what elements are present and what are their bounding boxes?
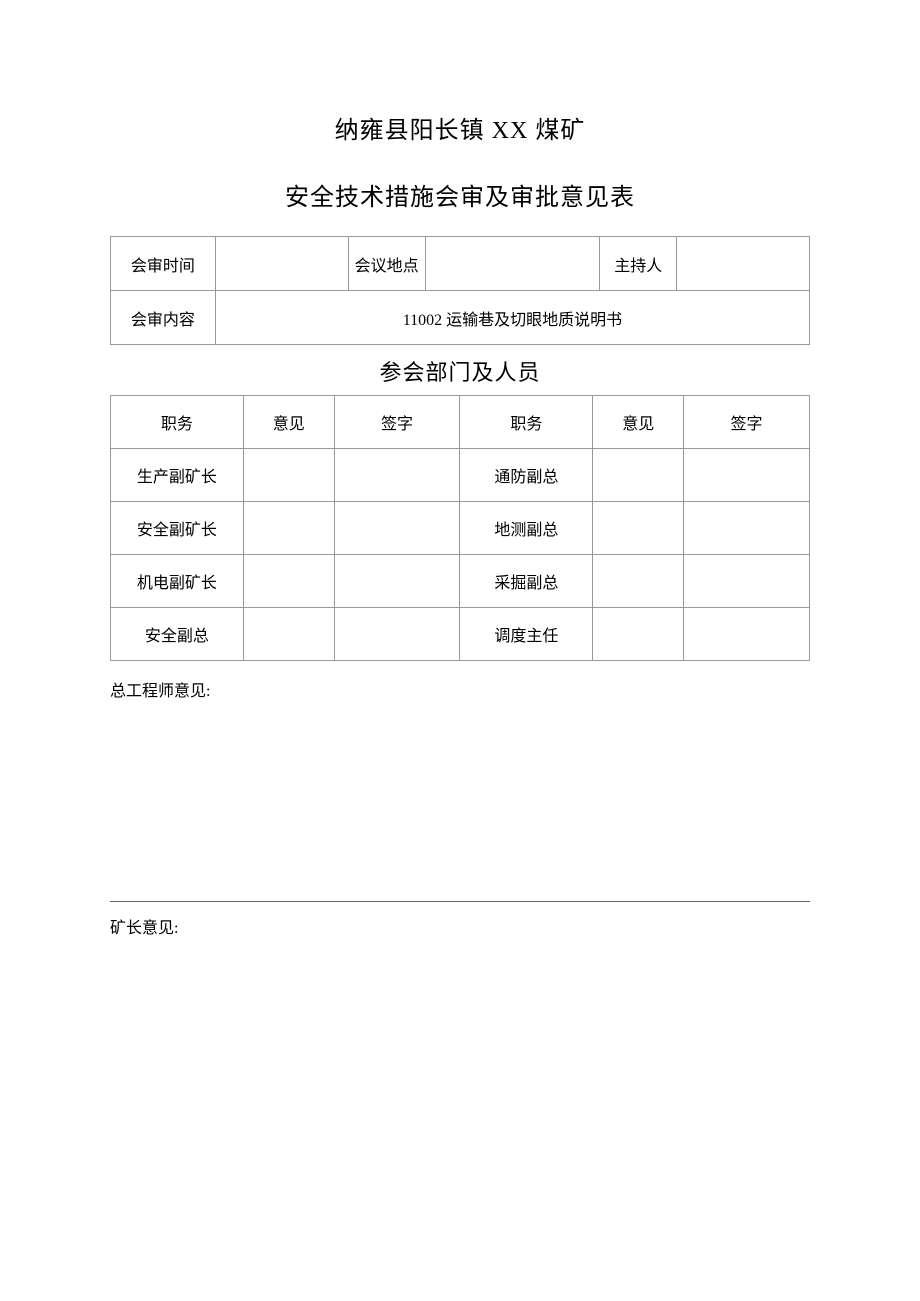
header-position-left: 职务 — [111, 396, 244, 449]
table-row: 机电副矿长 采掘副总 — [111, 555, 810, 608]
signature-cell — [684, 608, 810, 661]
meeting-location-value — [425, 237, 600, 291]
host-value — [677, 237, 810, 291]
meeting-location-label: 会议地点 — [348, 237, 425, 291]
page-title-1: 纳雍县阳长镇 XX 煤矿 — [110, 110, 810, 145]
review-content-label: 会审内容 — [111, 291, 216, 345]
opinion-cell — [243, 608, 334, 661]
attendees-title: 参会部门及人员 — [110, 355, 810, 387]
role-left: 机电副矿长 — [111, 555, 244, 608]
review-content-value: 11002 运输巷及切眼地质说明书 — [215, 291, 809, 345]
signature-cell — [684, 502, 810, 555]
signature-cell — [684, 449, 810, 502]
review-time-value — [215, 237, 348, 291]
signature-cell — [334, 449, 460, 502]
role-right: 调度主任 — [460, 608, 593, 661]
opinion-cell — [593, 608, 684, 661]
meta-table: 会审时间 会议地点 主持人 会审内容 11002 运输巷及切眼地质说明书 — [110, 236, 810, 345]
opinion-cell — [243, 502, 334, 555]
opinion-cell — [593, 555, 684, 608]
host-label: 主持人 — [600, 237, 677, 291]
table-row: 安全副矿长 地测副总 — [111, 502, 810, 555]
roles-table: 职务 意见 签字 职务 意见 签字 生产副矿长 通防副总 安全副矿长 地测副总 … — [110, 395, 810, 661]
opinion-cell — [593, 449, 684, 502]
signature-cell — [334, 608, 460, 661]
table-row: 会审内容 11002 运输巷及切眼地质说明书 — [111, 291, 810, 345]
signature-cell — [684, 555, 810, 608]
opinion-cell — [243, 555, 334, 608]
table-row: 生产副矿长 通防副总 — [111, 449, 810, 502]
opinion-cell — [593, 502, 684, 555]
signature-cell — [334, 502, 460, 555]
mine-manager-opinion-label: 矿长意见: — [110, 914, 810, 938]
role-left: 生产副矿长 — [111, 449, 244, 502]
table-row: 职务 意见 签字 职务 意见 签字 — [111, 396, 810, 449]
chief-engineer-opinion-label: 总工程师意见: — [110, 677, 810, 701]
table-row: 会审时间 会议地点 主持人 — [111, 237, 810, 291]
role-right: 地测副总 — [460, 502, 593, 555]
role-left: 安全副总 — [111, 608, 244, 661]
role-right: 采掘副总 — [460, 555, 593, 608]
role-right: 通防副总 — [460, 449, 593, 502]
section-divider — [110, 901, 810, 902]
opinion-cell — [243, 449, 334, 502]
page-title-2: 安全技术措施会审及审批意见表 — [110, 177, 810, 212]
header-signature-right: 签字 — [684, 396, 810, 449]
signature-cell — [334, 555, 460, 608]
review-time-label: 会审时间 — [111, 237, 216, 291]
header-opinion-left: 意见 — [243, 396, 334, 449]
table-row: 安全副总 调度主任 — [111, 608, 810, 661]
header-signature-left: 签字 — [334, 396, 460, 449]
header-position-right: 职务 — [460, 396, 593, 449]
header-opinion-right: 意见 — [593, 396, 684, 449]
role-left: 安全副矿长 — [111, 502, 244, 555]
